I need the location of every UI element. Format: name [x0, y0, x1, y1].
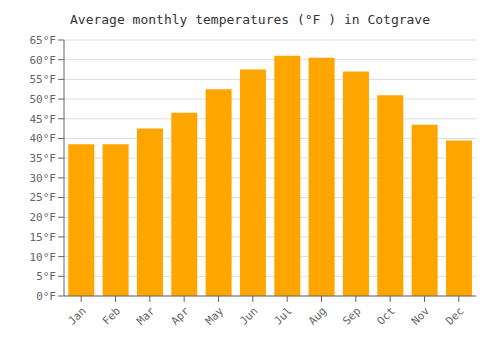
- svg-text:5°F: 5°F: [36, 270, 56, 283]
- svg-text:60°F: 60°F: [30, 54, 57, 67]
- svg-text:25°F: 25°F: [30, 191, 57, 204]
- svg-text:65°F: 65°F: [30, 34, 57, 47]
- svg-text:May: May: [203, 304, 227, 328]
- svg-text:Dec: Dec: [443, 304, 466, 327]
- html-text:Average monthly temperatures (: Average monthly temperatures (°F ) in Co…: [70, 12, 430, 27]
- svg-text:10°F: 10°F: [30, 251, 57, 264]
- svg-text:Feb: Feb: [100, 304, 123, 327]
- svg-text:15°F: 15°F: [30, 231, 57, 244]
- svg-text:0°F: 0°F: [36, 290, 56, 303]
- svg-text:Jan: Jan: [66, 304, 89, 327]
- svg-text:Sep: Sep: [340, 304, 363, 327]
- svg-text:55°F: 55°F: [30, 73, 57, 86]
- svg-text:Aug: Aug: [306, 304, 329, 327]
- svg-text:Oct: Oct: [375, 304, 398, 327]
- svg-text:Jun: Jun: [237, 304, 260, 327]
- svg-text:Nov: Nov: [409, 304, 433, 328]
- svg-text:20°F: 20°F: [30, 211, 57, 224]
- svg-text:35°F: 35°F: [30, 152, 57, 165]
- svg-text:50°F: 50°F: [30, 93, 57, 106]
- svg-text:40°F: 40°F: [30, 132, 57, 145]
- svg-text:Mar: Mar: [134, 304, 158, 328]
- svg-text:Apr: Apr: [169, 304, 193, 328]
- svg-text:Jul: Jul: [272, 304, 295, 327]
- svg-text:30°F: 30°F: [30, 172, 57, 185]
- svg-text:45°F: 45°F: [30, 113, 57, 126]
